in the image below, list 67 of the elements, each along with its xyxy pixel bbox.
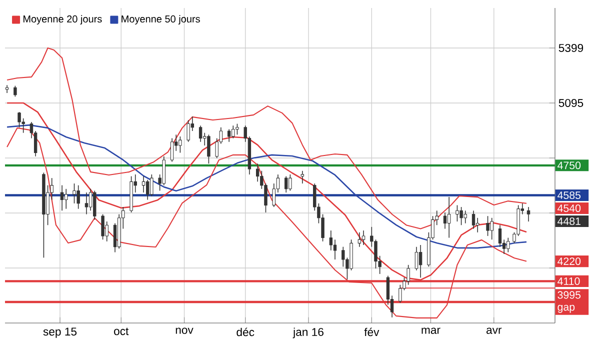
- candlestick: [447, 196, 451, 238]
- candlestick: [150, 174, 154, 197]
- candlestick: [207, 134, 210, 164]
- y-tick-label: 5095: [558, 98, 584, 107]
- candlestick: [329, 230, 333, 251]
- candlestick: [362, 230, 366, 246]
- candlestick: [414, 246, 418, 271]
- candlestick: [333, 239, 337, 260]
- candlestick: [146, 179, 150, 200]
- legend-label: Moyenne 50 jours: [122, 15, 200, 24]
- candlestick: [526, 206, 530, 222]
- candlestick: [358, 232, 362, 248]
- candlestick: [227, 128, 231, 142]
- candlestick: [406, 264, 410, 286]
- x-tick-label: avr: [486, 328, 502, 334]
- candlestick: [398, 284, 402, 304]
- candlestick: [506, 237, 510, 253]
- candlestick: [288, 174, 292, 192]
- candlestick: [170, 138, 174, 162]
- candlestick: [60, 184, 64, 212]
- x-tick-label: mar: [422, 328, 440, 334]
- candlestick: [472, 210, 476, 230]
- candlestick: [256, 163, 260, 182]
- candlestick: [374, 239, 378, 269]
- candlestick: [14, 85, 17, 98]
- ref-line-label: 3995 gap: [558, 291, 581, 313]
- candlestick: [142, 176, 146, 193]
- x-tick-label: déc: [236, 328, 254, 336]
- x-tick-label: jan 16: [292, 328, 324, 338]
- y-tick-label: 5399: [558, 44, 584, 52]
- candlestick: [460, 206, 463, 226]
- candlestick: [198, 125, 202, 142]
- x-tick-label: sep 15: [43, 328, 77, 338]
- candlestick: [342, 246, 345, 268]
- candlestick: [232, 125, 235, 139]
- candlestick: [178, 136, 182, 154]
- ref-line-label: 4585: [558, 191, 581, 200]
- annotation: 4481: [558, 217, 580, 226]
- candlestick: [300, 170, 304, 184]
- candlestick: [93, 190, 96, 220]
- candlestick: [486, 216, 490, 236]
- candlestick: [464, 210, 467, 224]
- x-tick-label: nov: [176, 328, 194, 334]
- candlestick: [284, 176, 288, 193]
- annotation: 4540: [558, 204, 581, 212]
- annotation: 4220: [558, 258, 581, 266]
- candlestick: [101, 214, 104, 240]
- x-tick-label: fév: [364, 328, 380, 336]
- candlestick: [490, 217, 494, 240]
- x-tick-label: oct: [114, 328, 129, 336]
- candlestick: [498, 224, 502, 248]
- candlestick: [84, 192, 88, 215]
- candlestick: [76, 184, 80, 210]
- ref-line-label: 4750: [558, 162, 581, 170]
- line-series: [6, 124, 528, 249]
- candlestick: [443, 212, 447, 230]
- legend-label: Moyenne 20 jours: [24, 15, 102, 24]
- candlestick: [476, 217, 480, 233]
- candlestick: [72, 183, 76, 204]
- candlestick: [186, 120, 190, 142]
- candlestick: [162, 156, 166, 186]
- candlestick: [64, 188, 68, 210]
- candlestick: [236, 123, 239, 136]
- ref-line-label: 4110: [558, 277, 580, 285]
- candlestick: [456, 204, 459, 222]
- candlestick: [18, 112, 21, 128]
- candlestick: [418, 244, 422, 278]
